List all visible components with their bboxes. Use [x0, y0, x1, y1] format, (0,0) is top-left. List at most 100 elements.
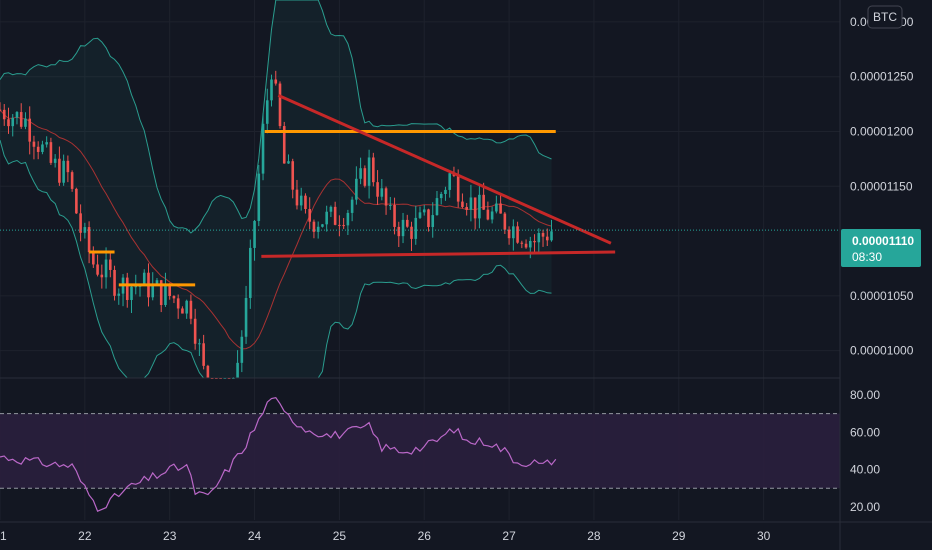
bollinger-basis	[0, 109, 552, 350]
price-tick-label: 0.00001150	[850, 179, 913, 193]
candle-body	[41, 144, 44, 152]
candle-body	[499, 203, 502, 214]
candle-body	[92, 252, 95, 265]
candle-body	[541, 233, 545, 237]
candle-body	[359, 168, 362, 179]
rsi-tick-label: 40.00	[850, 463, 880, 477]
candle-body	[151, 283, 155, 298]
candle-body	[36, 146, 40, 152]
price-tick-label: 0.00001200	[850, 124, 914, 138]
time-tick-label: 26	[418, 529, 432, 543]
candle-body	[24, 118, 27, 127]
candle-body	[142, 272, 146, 286]
candle-body	[2, 109, 6, 120]
candle-body	[350, 199, 354, 213]
candle-body	[172, 296, 176, 299]
candle-body	[130, 286, 133, 300]
candle-body	[104, 259, 108, 278]
candle-body	[545, 236, 549, 241]
candle-body	[363, 168, 367, 186]
candle-body	[367, 157, 371, 186]
time-tick-label: 22	[78, 529, 92, 543]
drawings	[0, 93, 840, 287]
candle-body	[516, 226, 519, 243]
candle-body	[45, 142, 48, 145]
candle-body	[410, 226, 413, 239]
time-axis[interactable]: 21 22 23 24 25 26 27 28 29 30	[0, 529, 771, 543]
last-price-label: 0.00001110 08:30	[841, 229, 921, 267]
candle-body	[15, 112, 19, 118]
candle-body	[482, 194, 485, 210]
candle-body	[113, 269, 116, 296]
time-tick-label: 28	[587, 529, 601, 543]
candle-body	[380, 188, 384, 197]
candle-body	[134, 286, 138, 288]
candle-body	[109, 259, 112, 270]
price-tick-label: 0.00001000	[850, 344, 914, 358]
candle-body	[427, 209, 430, 227]
time-tick-label: 23	[163, 529, 177, 543]
candle-body	[164, 283, 167, 306]
rsi-indicator	[0, 397, 557, 512]
bollinger-upper	[0, 0, 552, 234]
candle-body	[278, 83, 282, 127]
countdown-timer: 08:30	[852, 250, 882, 264]
candle-body	[168, 283, 171, 297]
candle-body	[461, 201, 464, 207]
candle-body	[520, 242, 524, 244]
candle-body	[32, 141, 36, 147]
rsi-tick-label: 60.00	[850, 425, 880, 439]
candle-body	[537, 233, 541, 243]
candle-body	[393, 204, 396, 227]
time-tick-label: 24	[248, 529, 262, 543]
candle-body	[384, 188, 388, 206]
candle-body	[206, 365, 210, 378]
time-tick-label: 29	[672, 529, 686, 543]
candle-body	[405, 219, 409, 227]
candle-body	[439, 193, 443, 199]
candle-body	[87, 227, 91, 253]
candle-body	[503, 213, 507, 230]
candle-body	[456, 175, 460, 202]
candle-body	[100, 274, 104, 278]
candle-body	[274, 79, 278, 84]
rsi-axis[interactable]: 80.00 60.00 40.00 20.00	[850, 388, 880, 514]
candle-body	[418, 212, 422, 218]
candle-body	[28, 118, 31, 142]
rsi-tick-label: 80.00	[850, 388, 880, 402]
currency-badge[interactable]: BTC	[867, 5, 903, 29]
candle-body	[304, 195, 307, 209]
candle-body	[58, 158, 61, 183]
candle-body	[62, 160, 65, 183]
candle-body	[478, 194, 481, 219]
candle-body	[11, 117, 15, 127]
candle-body	[308, 208, 311, 222]
candle-body	[253, 220, 256, 248]
candle-body	[346, 212, 350, 226]
candle-body	[338, 224, 341, 226]
candle-body	[325, 211, 328, 225]
trendline	[261, 250, 616, 258]
candle-body	[465, 206, 468, 210]
candle-body	[550, 231, 553, 241]
candle-body	[257, 173, 261, 221]
candle-body	[0, 109, 2, 111]
last-price-value: 0.00001110	[852, 234, 914, 248]
candle-body	[265, 100, 269, 124]
candle-body	[507, 229, 511, 239]
candle-body	[287, 161, 290, 164]
price-tick-label: 0.00001050	[850, 289, 914, 303]
candle-body	[495, 203, 498, 212]
candle-body	[249, 247, 252, 298]
candle-body	[397, 226, 401, 237]
candle-body	[490, 211, 494, 220]
candle-body	[342, 225, 345, 227]
candle-body	[96, 264, 99, 275]
candle-body	[125, 277, 129, 300]
candle-body	[198, 343, 201, 345]
candles	[0, 70, 553, 379]
candle-body	[70, 172, 74, 189]
candle-body	[75, 188, 78, 214]
candle-body	[529, 240, 532, 248]
